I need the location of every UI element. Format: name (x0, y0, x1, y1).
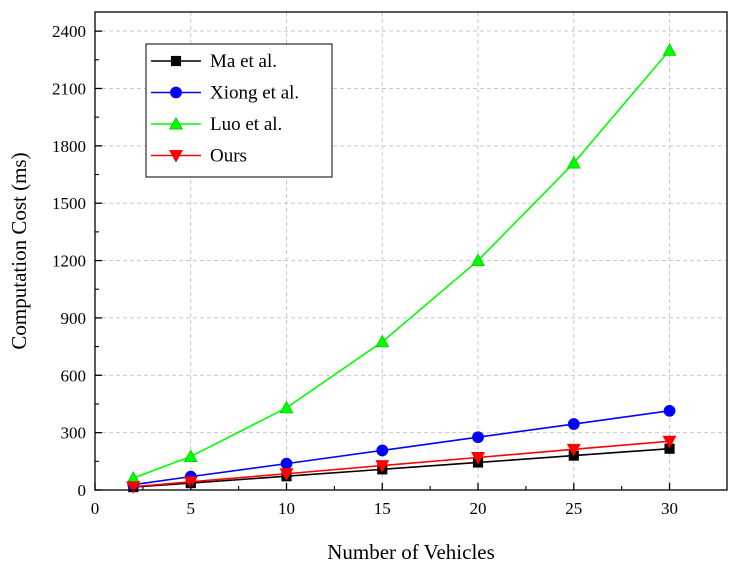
x-tick-label: 20 (470, 499, 487, 518)
data-point (566, 155, 581, 169)
legend-marker (168, 150, 184, 163)
y-tick-label: 0 (78, 481, 87, 500)
axis-ticks: 0 5 10 15 20 25 300300600900120015001800210024… (52, 22, 678, 518)
legend-label: Xiong et al. (210, 83, 299, 104)
legend: Ma et al. Xiong et al. Luo et al. Ours (145, 43, 333, 178)
data-point (663, 404, 676, 417)
y-tick-label: 1800 (52, 137, 86, 156)
data-point (662, 435, 677, 449)
series-layer (126, 43, 677, 494)
legend-entry: Xiong et al. (151, 83, 299, 104)
legend-label: Ma et al. (210, 51, 277, 72)
data-point (376, 444, 389, 457)
x-tick-label: 15 (374, 499, 391, 518)
plot-frame (94, 11, 728, 491)
legend-marker (170, 86, 182, 99)
data-point (566, 443, 581, 457)
legend-entry: Ours (151, 146, 247, 167)
x-tick-label: 25 (565, 499, 582, 518)
data-point (279, 400, 294, 414)
data-point (375, 460, 390, 473)
x-axis-title: Number of Vehicles (327, 540, 495, 564)
y-tick-label: 2400 (52, 22, 86, 41)
data-point (662, 43, 677, 56)
legend-entry: Ma et al. (151, 51, 277, 72)
data-point (183, 449, 198, 463)
x-tick-label: 30 (661, 499, 678, 518)
legend-marker (168, 116, 184, 130)
y-tick-label: 1200 (52, 252, 86, 271)
data-point (567, 418, 580, 430)
legend-label: Ours (210, 146, 247, 167)
y-tick-label: 900 (61, 309, 87, 328)
data-point (279, 468, 294, 481)
series-luo-et-al (126, 43, 677, 484)
y-tick-label: 1500 (52, 194, 86, 213)
data-point (126, 481, 141, 494)
data-point (471, 253, 486, 267)
legend-label: Luo et al. (210, 114, 282, 135)
x-tick-label: 5 (187, 499, 196, 518)
y-axis-title: Computation Cost (ms) (7, 152, 31, 349)
y-tick-label: 600 (61, 366, 87, 385)
legend-entry: Luo et al. (151, 114, 282, 135)
y-tick-label: 2100 (52, 79, 86, 98)
data-point (280, 457, 293, 470)
data-point (472, 431, 484, 444)
data-point (183, 476, 198, 489)
x-tick-label: 10 (278, 499, 295, 518)
x-tick-label: 0 (91, 499, 100, 518)
legend-marker (170, 55, 182, 67)
series-ours (126, 435, 677, 494)
data-point (375, 334, 390, 348)
data-point (471, 452, 486, 465)
y-tick-label: 300 (61, 424, 87, 443)
